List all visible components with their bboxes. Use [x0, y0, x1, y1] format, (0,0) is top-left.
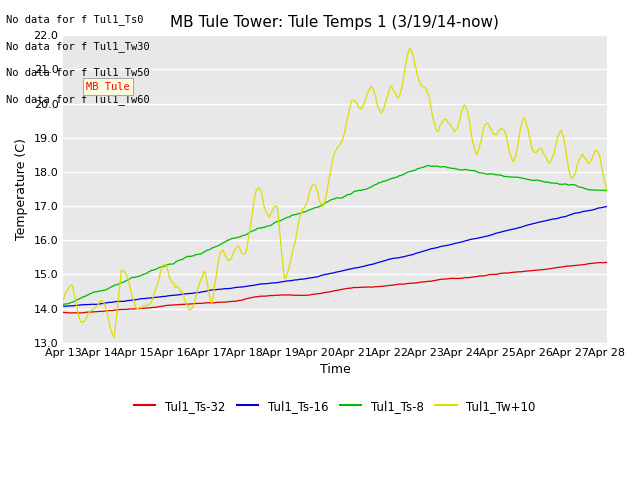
Legend: Tul1_Ts-32, Tul1_Ts-16, Tul1_Ts-8, Tul1_Tw+10: Tul1_Ts-32, Tul1_Ts-16, Tul1_Ts-8, Tul1_…: [129, 395, 540, 417]
Text: No data for f Tul1_Tw30: No data for f Tul1_Tw30: [6, 41, 150, 52]
Text: No data for f Tul1_Ts0: No data for f Tul1_Ts0: [6, 14, 144, 25]
Text: MB Tule: MB Tule: [86, 82, 130, 92]
Y-axis label: Temperature (C): Temperature (C): [15, 138, 28, 240]
X-axis label: Time: Time: [319, 363, 350, 376]
Title: MB Tule Tower: Tule Temps 1 (3/19/14-now): MB Tule Tower: Tule Temps 1 (3/19/14-now…: [170, 15, 499, 30]
Text: No data for f Tul1_Tw60: No data for f Tul1_Tw60: [6, 94, 150, 105]
Text: No data for f Tul1_Tw50: No data for f Tul1_Tw50: [6, 67, 150, 78]
